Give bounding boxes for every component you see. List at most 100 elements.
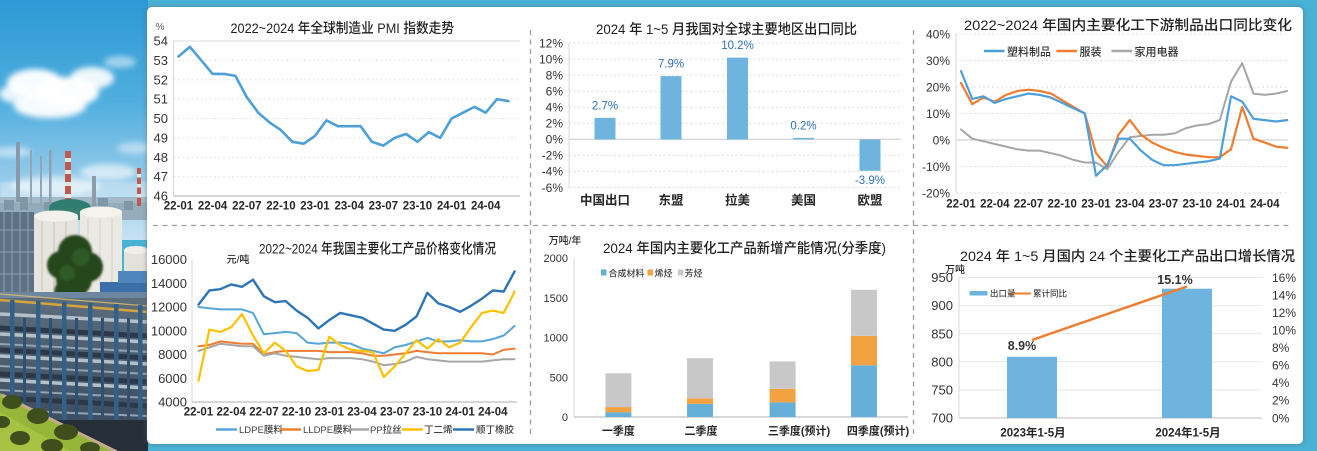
svg-text:22-07: 22-07 [249,404,278,420]
svg-text:8.9%: 8.9% [1008,335,1037,354]
svg-text:2%: 2% [1272,392,1290,409]
svg-text:10%: 10% [539,50,563,67]
svg-text:10.2%: 10.2% [721,37,754,53]
svg-text:8%: 8% [546,66,564,83]
svg-text:24-01: 24-01 [445,404,475,420]
svg-text:950: 950 [931,267,953,286]
svg-text:元/吨: 元/吨 [227,251,250,266]
svg-text:14000: 14000 [151,273,187,292]
svg-text:-4%: -4% [542,163,564,180]
svg-text:8%: 8% [1272,339,1290,356]
svg-text:芳烃: 芳烃 [685,266,703,279]
svg-text:1000: 1000 [544,330,568,346]
svg-text:三季度(预计): 三季度(预计) [768,423,831,439]
svg-text:塑料制品: 塑料制品 [1007,43,1051,59]
svg-text:12%: 12% [1272,304,1296,321]
svg-text:15.1%: 15.1% [1157,269,1192,288]
svg-text:2023年1-5月: 2023年1-5月 [1000,425,1065,441]
svg-text:0.2%: 0.2% [790,117,816,133]
svg-text:49: 49 [154,128,168,147]
svg-text:23-01: 23-01 [315,404,345,420]
svg-text:LLDPE膜料: LLDPE膜料 [303,422,353,436]
svg-text:四季度(预计): 四季度(预计) [847,423,910,439]
svg-text:52: 52 [154,69,168,88]
svg-text:0%: 0% [933,131,951,148]
svg-text:-2%: -2% [542,147,564,164]
svg-text:0: 0 [562,409,568,425]
svg-text:22-04: 22-04 [198,198,228,214]
svg-text:6%: 6% [1272,357,1290,374]
svg-text:47: 47 [154,166,168,185]
svg-text:万吨/年: 万吨/年 [549,232,582,247]
svg-text:22-07: 22-07 [232,198,261,214]
svg-text:23-10: 23-10 [403,198,432,214]
svg-text:53: 53 [154,50,168,69]
svg-text:500: 500 [550,369,568,385]
svg-text:23-04: 23-04 [334,198,364,214]
svg-text:23-10: 23-10 [1182,196,1211,212]
svg-text:51: 51 [154,89,168,108]
svg-text:2000: 2000 [544,250,568,266]
svg-text:2%: 2% [546,115,564,132]
svg-text:4%: 4% [546,99,564,116]
svg-text:12%: 12% [539,34,563,51]
svg-text:2022~2024 年国内主要化工下游制品出口同比变化: 2022~2024 年国内主要化工下游制品出口同比变化 [964,15,1292,35]
svg-text:22-10: 22-10 [1047,196,1076,212]
svg-text:24-04: 24-04 [471,198,501,214]
svg-text:24-04: 24-04 [478,404,508,420]
svg-text:16%: 16% [1272,269,1296,286]
svg-text:750: 750 [931,380,953,399]
svg-text:美国: 美国 [791,190,816,209]
svg-text:16000: 16000 [151,249,187,268]
svg-text:6%: 6% [546,83,564,100]
svg-text:23-07: 23-07 [1149,196,1178,212]
svg-text:23-07: 23-07 [380,404,409,420]
svg-text:服装: 服装 [1080,43,1102,59]
svg-text:48: 48 [154,147,168,166]
svg-text:-20%: -20% [922,184,950,201]
svg-text:54: 54 [154,31,168,50]
svg-text:24-04: 24-04 [1250,196,1280,212]
svg-text:一季度: 一季度 [602,423,635,439]
svg-text:中国出口: 中国出口 [580,190,630,209]
svg-text:-6%: -6% [542,179,564,196]
svg-text:LDPE膜料: LDPE膜料 [239,422,283,436]
svg-text:700: 700 [931,408,953,427]
svg-text:顺丁橡胶: 顺丁橡胶 [476,422,515,436]
svg-text:PP拉丝: PP拉丝 [370,422,402,436]
svg-text:30%: 30% [926,52,950,69]
svg-text:2024 年 1~5 月国内 24 个主要化工产品出口增长情: 2024 年 1~5 月国内 24 个主要化工产品出口增长情况 [960,246,1295,266]
svg-text:7.9%: 7.9% [658,56,684,72]
svg-text:22-04: 22-04 [216,404,246,420]
svg-text:23-10: 23-10 [413,404,442,420]
svg-text:24-01: 24-01 [1216,196,1246,212]
svg-text:-10%: -10% [922,158,950,175]
svg-text:22-01: 22-01 [164,198,194,214]
svg-text:万吨: 万吨 [945,261,965,276]
svg-text:850: 850 [931,323,953,342]
svg-text:合成材料: 合成材料 [609,266,645,279]
svg-text:0%: 0% [1272,409,1290,426]
svg-text:2.7%: 2.7% [592,97,618,113]
svg-text:23-07: 23-07 [369,198,398,214]
svg-text:22-07: 22-07 [1014,196,1043,212]
svg-text:800: 800 [931,351,953,370]
svg-text:拉美: 拉美 [725,190,751,209]
svg-text:22-10: 22-10 [266,198,295,214]
svg-text:22-01: 22-01 [184,404,214,420]
svg-text:0%: 0% [546,131,564,148]
svg-text:累计同比: 累计同比 [1033,288,1068,300]
svg-text:10000: 10000 [151,320,187,339]
svg-text:46: 46 [154,186,168,205]
svg-text:23-01: 23-01 [300,198,330,214]
svg-text:2024 年国内主要化工产品新增产能情况(分季度): 2024 年国内主要化工产品新增产能情况(分季度) [603,238,886,258]
svg-text:2024年1-5月: 2024年1-5月 [1155,425,1220,441]
svg-text:2024 年 1~5 月我国对全球主要地区出口同比: 2024 年 1~5 月我国对全球主要地区出口同比 [596,19,857,39]
svg-text:1500: 1500 [544,290,568,306]
svg-text:14%: 14% [1272,286,1296,303]
svg-text:12000: 12000 [151,297,187,316]
svg-text:10%: 10% [1272,322,1296,339]
svg-text:50: 50 [154,108,168,127]
svg-text:22-01: 22-01 [946,196,976,212]
svg-text:2022~2024 年全球制造业 PMI 指数走势: 2022~2024 年全球制造业 PMI 指数走势 [231,18,455,38]
